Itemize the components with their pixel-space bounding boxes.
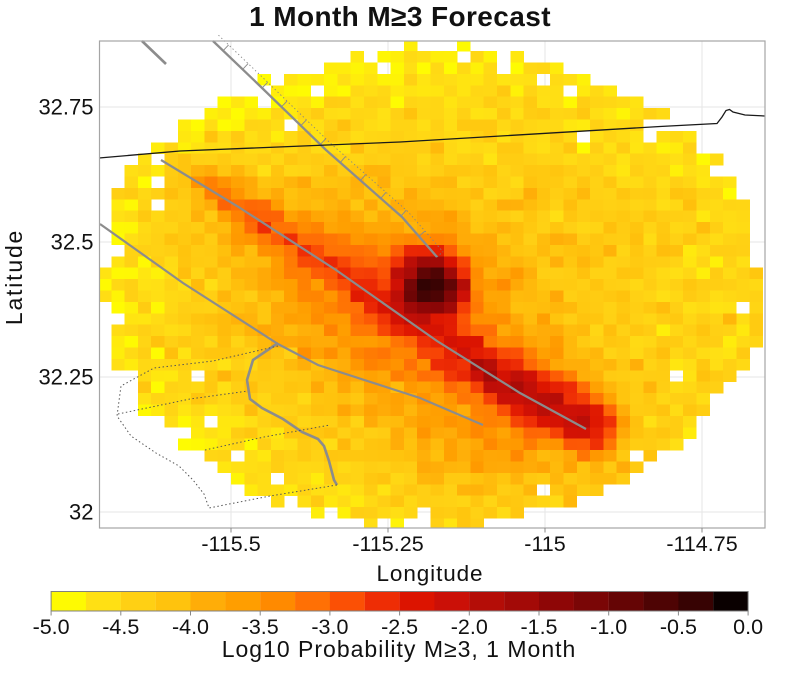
svg-text:-5.0: -5.0 bbox=[33, 615, 70, 639]
svg-text:0.0: 0.0 bbox=[733, 615, 763, 639]
svg-text:-114.75: -114.75 bbox=[666, 532, 737, 556]
svg-text:Longitude: Longitude bbox=[377, 561, 484, 586]
svg-text:-2.0: -2.0 bbox=[451, 615, 488, 639]
svg-text:32.25: 32.25 bbox=[38, 365, 93, 390]
svg-text:32: 32 bbox=[69, 500, 93, 525]
svg-text:32.75: 32.75 bbox=[38, 95, 93, 120]
svg-text:-0.5: -0.5 bbox=[660, 615, 697, 639]
svg-text:-1.0: -1.0 bbox=[590, 615, 627, 639]
svg-text:-3.0: -3.0 bbox=[311, 615, 348, 639]
svg-text:-3.5: -3.5 bbox=[242, 615, 279, 639]
svg-text:-4.0: -4.0 bbox=[172, 615, 209, 639]
svg-text:Log10 Probability M≥3, 1 Month: Log10 Probability M≥3, 1 Month bbox=[222, 636, 577, 662]
svg-text:-115: -115 bbox=[524, 532, 565, 556]
svg-text:1 Month M≥3 Forecast: 1 Month M≥3 Forecast bbox=[249, 1, 551, 32]
svg-text:Latitude: Latitude bbox=[1, 229, 27, 325]
svg-text:-1.5: -1.5 bbox=[520, 615, 557, 639]
svg-text:-115.25: -115.25 bbox=[352, 532, 423, 556]
svg-text:32.5: 32.5 bbox=[51, 230, 94, 255]
svg-text:-4.5: -4.5 bbox=[102, 615, 139, 639]
svg-text:-115.5: -115.5 bbox=[201, 532, 260, 556]
svg-text:-2.5: -2.5 bbox=[381, 615, 418, 639]
